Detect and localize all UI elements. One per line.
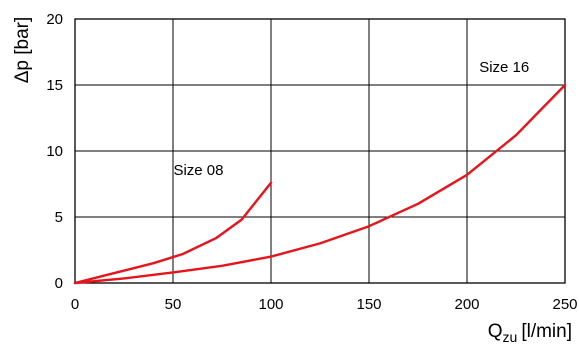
tick-labels: 0 50 100 150 200 250 0 5 10 15 20 bbox=[46, 11, 577, 313]
grid bbox=[74, 18, 566, 284]
series-line-2 bbox=[73, 83, 567, 285]
y-axis-title: Δp [bar] bbox=[12, 17, 33, 84]
annotation-1: Size 08 bbox=[173, 162, 223, 179]
x-tick-label-200: 200 bbox=[454, 296, 479, 313]
y-tick-label-5: 5 bbox=[55, 209, 63, 226]
x-tick-label-250: 250 bbox=[552, 296, 577, 313]
y-tick-label-10: 10 bbox=[46, 143, 63, 160]
x-tick-label-0: 0 bbox=[71, 296, 79, 313]
x-axis-title-symbol: Q bbox=[488, 321, 503, 342]
plot-frame bbox=[74, 18, 566, 284]
series-line-1 bbox=[73, 181, 273, 285]
x-axis-title: Qzu [l/min] bbox=[488, 321, 572, 345]
series bbox=[73, 83, 567, 285]
annotation-2: Size 16 bbox=[479, 59, 529, 76]
x-tick-label-100: 100 bbox=[258, 296, 283, 313]
x-tick-label-150: 150 bbox=[356, 296, 381, 313]
annotations: Size 08 Size 16 bbox=[173, 59, 529, 179]
x-tick-label-50: 50 bbox=[165, 296, 182, 313]
x-axis-title-unit: [l/min] bbox=[521, 321, 572, 342]
y-tick-label-15: 15 bbox=[46, 77, 63, 94]
x-axis-title-subscript: zu bbox=[503, 329, 518, 345]
y-tick-label-20: 20 bbox=[46, 11, 63, 28]
y-tick-label-0: 0 bbox=[55, 275, 63, 292]
